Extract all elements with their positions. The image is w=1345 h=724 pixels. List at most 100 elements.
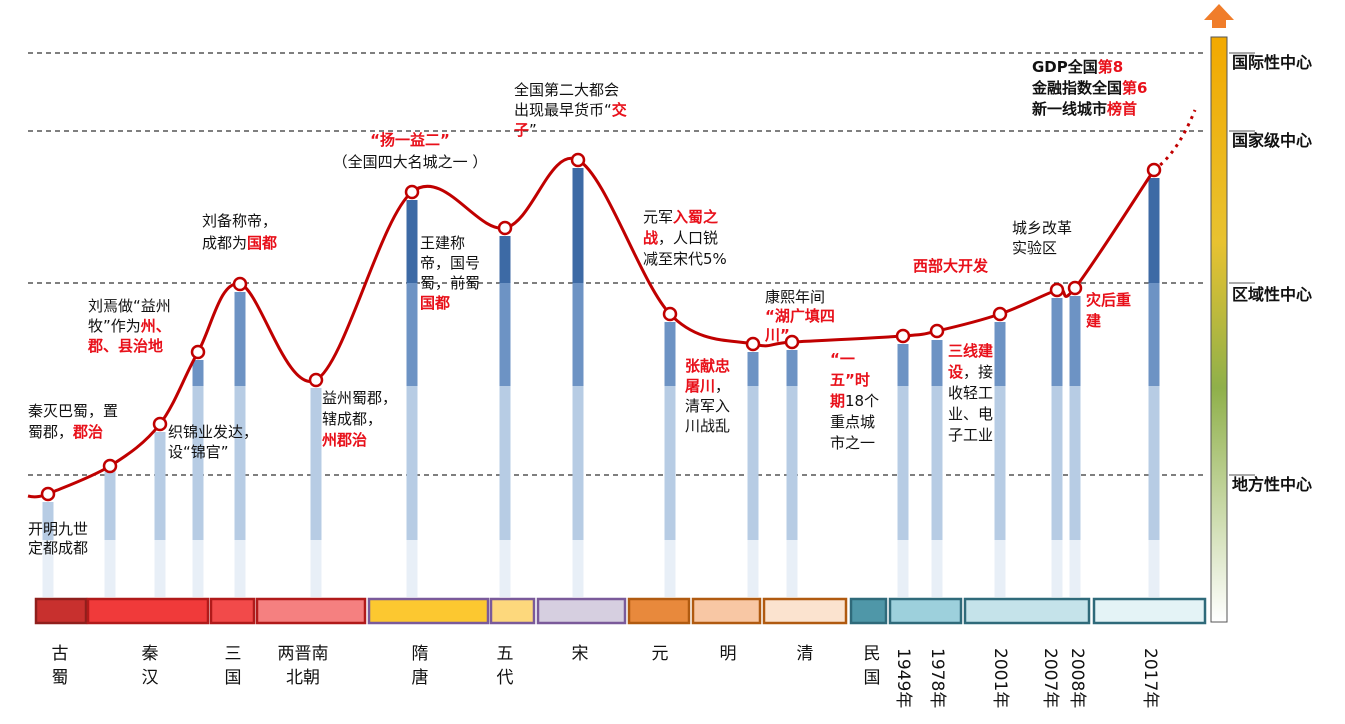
curve-node: [992, 306, 1008, 322]
era-label: 五代: [497, 644, 514, 688]
bar-segment: [234, 386, 246, 475]
curve-node: [745, 336, 761, 352]
curve-node: [40, 486, 56, 502]
bar-segment: [234, 475, 246, 540]
curve-node: [662, 306, 678, 322]
bar-segment: [931, 386, 943, 475]
curve-node: [152, 416, 168, 432]
level-guide-lines: [28, 52, 1255, 476]
bar-segment: [192, 360, 204, 386]
year-label: 1978年: [927, 648, 947, 708]
era-label: 元: [652, 644, 669, 664]
bar-segment: [572, 168, 584, 283]
era-label: 古蜀: [52, 644, 69, 688]
curve-node: [929, 323, 945, 339]
year-label: 2001年: [990, 648, 1010, 708]
annotation-a2: 秦灭巴蜀，置蜀郡，郡治: [28, 402, 118, 441]
bar-segment: [897, 386, 909, 475]
bar-segment: [1069, 540, 1081, 597]
era-label: 宋: [572, 644, 589, 664]
bar-segment: [192, 475, 204, 540]
annotation-a11: 张献忠屠川，清军入川战乱: [685, 357, 730, 435]
bar-segment: [406, 386, 418, 475]
bar-segment: [1148, 386, 1160, 475]
bar-segment: [1051, 540, 1063, 597]
annotation-a4: 刘焉做“益州牧”作为州、郡、县治地: [87, 297, 171, 355]
annotation-a8: 王建称帝，国号蜀，前蜀国都: [420, 234, 480, 312]
era-label: 隋唐: [412, 644, 429, 688]
year-label: 1949年: [893, 648, 913, 708]
bar-segment: [994, 540, 1006, 597]
level-scale-bar: [1210, 36, 1228, 623]
era-label: 民国: [864, 644, 881, 688]
bar-segment: [406, 540, 418, 597]
bar-segment: [104, 540, 116, 597]
bar-segment: [897, 540, 909, 597]
era-block: [536, 597, 627, 625]
bar-segment: [499, 475, 511, 540]
bar-segment: [572, 475, 584, 540]
curve-node: [570, 152, 586, 168]
annotation-a1: 开明九世定都成都: [28, 520, 88, 557]
curve-nodes: [40, 152, 1162, 502]
bar-segment: [786, 350, 798, 386]
bar-segment: [1069, 475, 1081, 540]
bar-segment: [104, 475, 116, 540]
bar-segment: [154, 432, 166, 475]
bar-segment: [42, 502, 54, 540]
era-label: 清: [797, 644, 814, 664]
bar-segment: [897, 475, 909, 540]
bar-segment: [994, 475, 1006, 540]
era-label: 明: [720, 644, 737, 664]
level-label: 地方性中心: [1232, 475, 1312, 494]
era-block: [86, 597, 210, 625]
bar-segment: [1148, 540, 1160, 597]
bar-segment: [499, 540, 511, 597]
curve-node: [784, 334, 800, 350]
era-label: 秦汉: [142, 644, 159, 688]
era-block: [34, 597, 88, 625]
annotation-a15: 三线建设，接收轻工业、电子工业: [948, 342, 994, 444]
era-block: [762, 597, 848, 625]
era-block: [627, 597, 691, 625]
bar-segment: [747, 386, 759, 475]
bar-segment: [406, 283, 418, 386]
development-curve: [27, 156, 1156, 499]
year-label: 2017年: [1140, 648, 1160, 708]
level-label: 区域性中心: [1232, 285, 1312, 304]
curve-node: [190, 344, 206, 360]
bar-segment: [42, 540, 54, 597]
annotation-a17: 灾后重建: [1086, 291, 1131, 330]
bar-segment: [192, 386, 204, 475]
era-block: [963, 597, 1091, 625]
bar-segment: [1148, 178, 1160, 283]
bar-segment: [786, 540, 798, 597]
bar-segment: [572, 283, 584, 386]
bar-segment: [747, 475, 759, 540]
bar-segment: [931, 475, 943, 540]
bar-segment: [994, 322, 1006, 386]
annotation-a13: “一五”时期18个重点城市之一: [830, 350, 879, 452]
curve-node: [1067, 280, 1083, 296]
bar-segment: [499, 386, 511, 475]
era-block: [489, 597, 536, 625]
annotation-a16: 城乡改革实验区: [1012, 219, 1072, 257]
annotation-a7: “扬一益二”（全国四大名城之一 ）: [333, 131, 488, 171]
bar-segment: [1051, 298, 1063, 386]
level-bars: [42, 168, 1160, 597]
year-label: 2007年: [1040, 648, 1060, 708]
level-label: 国际性中心: [1232, 53, 1312, 72]
up-arrow-icon: [1204, 4, 1234, 28]
bar-segment: [572, 540, 584, 597]
bar-segment: [931, 340, 943, 386]
curve-node: [102, 458, 118, 474]
bar-segment: [1051, 386, 1063, 475]
bar-segment: [664, 540, 676, 597]
bar-segment: [499, 236, 511, 283]
bar-segment: [1148, 475, 1160, 540]
bar-segment: [664, 386, 676, 475]
curve-node: [308, 372, 324, 388]
